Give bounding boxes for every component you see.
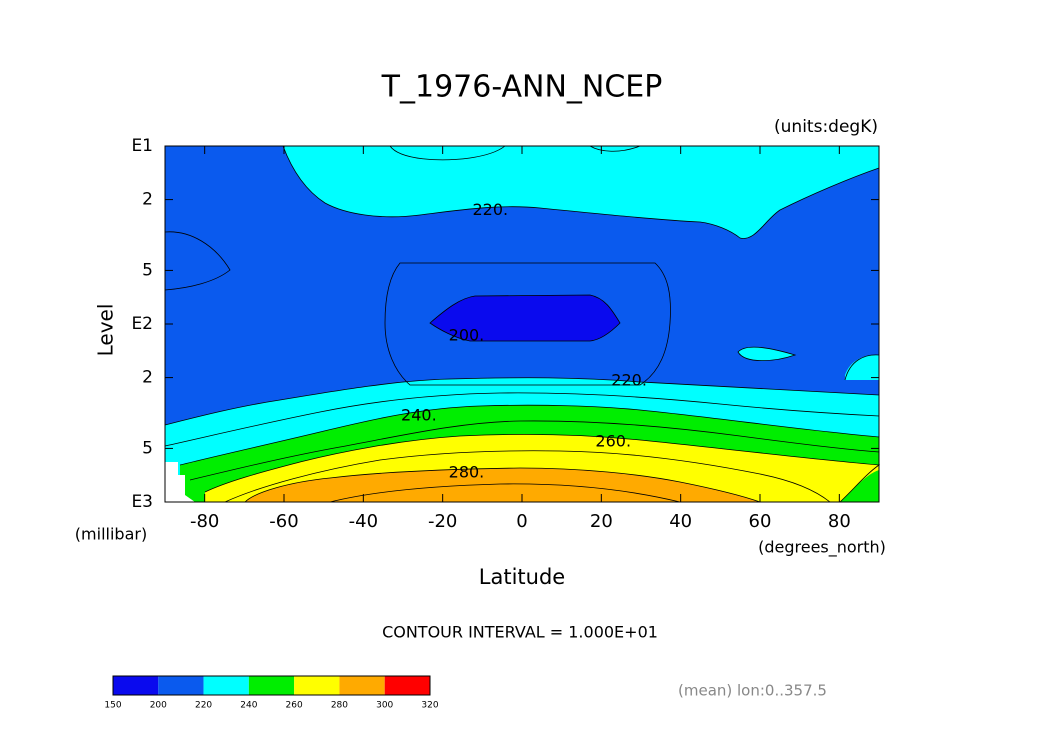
x-tick-label: 80 (828, 511, 851, 532)
colorbar-swatch (203, 676, 249, 695)
y-tick-label: E3 (131, 492, 153, 512)
y-axis-label: Level (94, 304, 118, 357)
colorbar-swatch (113, 676, 159, 695)
contour-fill (430, 295, 620, 341)
colorbar-swatch (384, 676, 430, 695)
colorbar-frame (112, 675, 431, 696)
contour-label: 220. (611, 370, 647, 389)
contour-label: 280. (449, 462, 485, 481)
y-tick-label: 2 (142, 368, 153, 388)
contour-label: 200. (449, 326, 485, 345)
contour-fill (845, 354, 879, 380)
x-units: (degrees_north) (758, 538, 886, 558)
x-tick-label: 60 (749, 511, 772, 532)
x-axis-label: Latitude (479, 565, 565, 589)
missing-data (165, 462, 195, 502)
contour-fill (738, 346, 795, 361)
contour-field: 220. 200. 220. 240. 260. 280. (164, 145, 881, 503)
contour-label: 260. (595, 431, 631, 450)
y-units: (millibar) (75, 525, 147, 544)
colorbar-label: 220 (195, 701, 212, 711)
colorbar-label: 320 (421, 701, 438, 711)
contour-label: 220. (472, 200, 508, 219)
colorbar-label: 200 (150, 701, 167, 711)
contour-interval: CONTOUR INTERVAL = 1.000E+01 (382, 623, 658, 642)
contour-label: 240. (401, 406, 437, 425)
y-tick-label: 5 (142, 260, 153, 280)
units-label: (units:degK) (774, 117, 878, 137)
y-tick-label: E1 (131, 136, 153, 156)
colorbar-swatch (158, 676, 204, 695)
colorbar-label: 300 (376, 701, 393, 711)
x-tick-label: -20 (428, 511, 457, 532)
colorbar-swatch (248, 676, 295, 695)
x-tick-label: 40 (669, 511, 692, 532)
colorbar-label: 280 (331, 701, 348, 711)
colorbar-swatch (294, 676, 340, 695)
colorbar-swatch (339, 676, 385, 695)
note: (mean) lon:0..357.5 (678, 682, 827, 700)
x-tick-label: -80 (190, 511, 219, 532)
colorbar-label: 150 (104, 701, 121, 711)
colorbar-label: 240 (240, 701, 257, 711)
y-tick-label: 5 (142, 438, 153, 458)
x-tick-label: 0 (516, 511, 527, 532)
contour-fill (283, 146, 879, 239)
x-tick-label: -40 (349, 511, 378, 532)
x-tick-label: 20 (590, 511, 613, 532)
chart-title: T_1976-ANN_NCEP (381, 70, 663, 105)
x-tick-label: -60 (269, 511, 298, 532)
y-tick-label: 2 (142, 190, 153, 210)
colorbar-label: 260 (286, 701, 303, 711)
y-tick-label: E2 (131, 314, 153, 334)
